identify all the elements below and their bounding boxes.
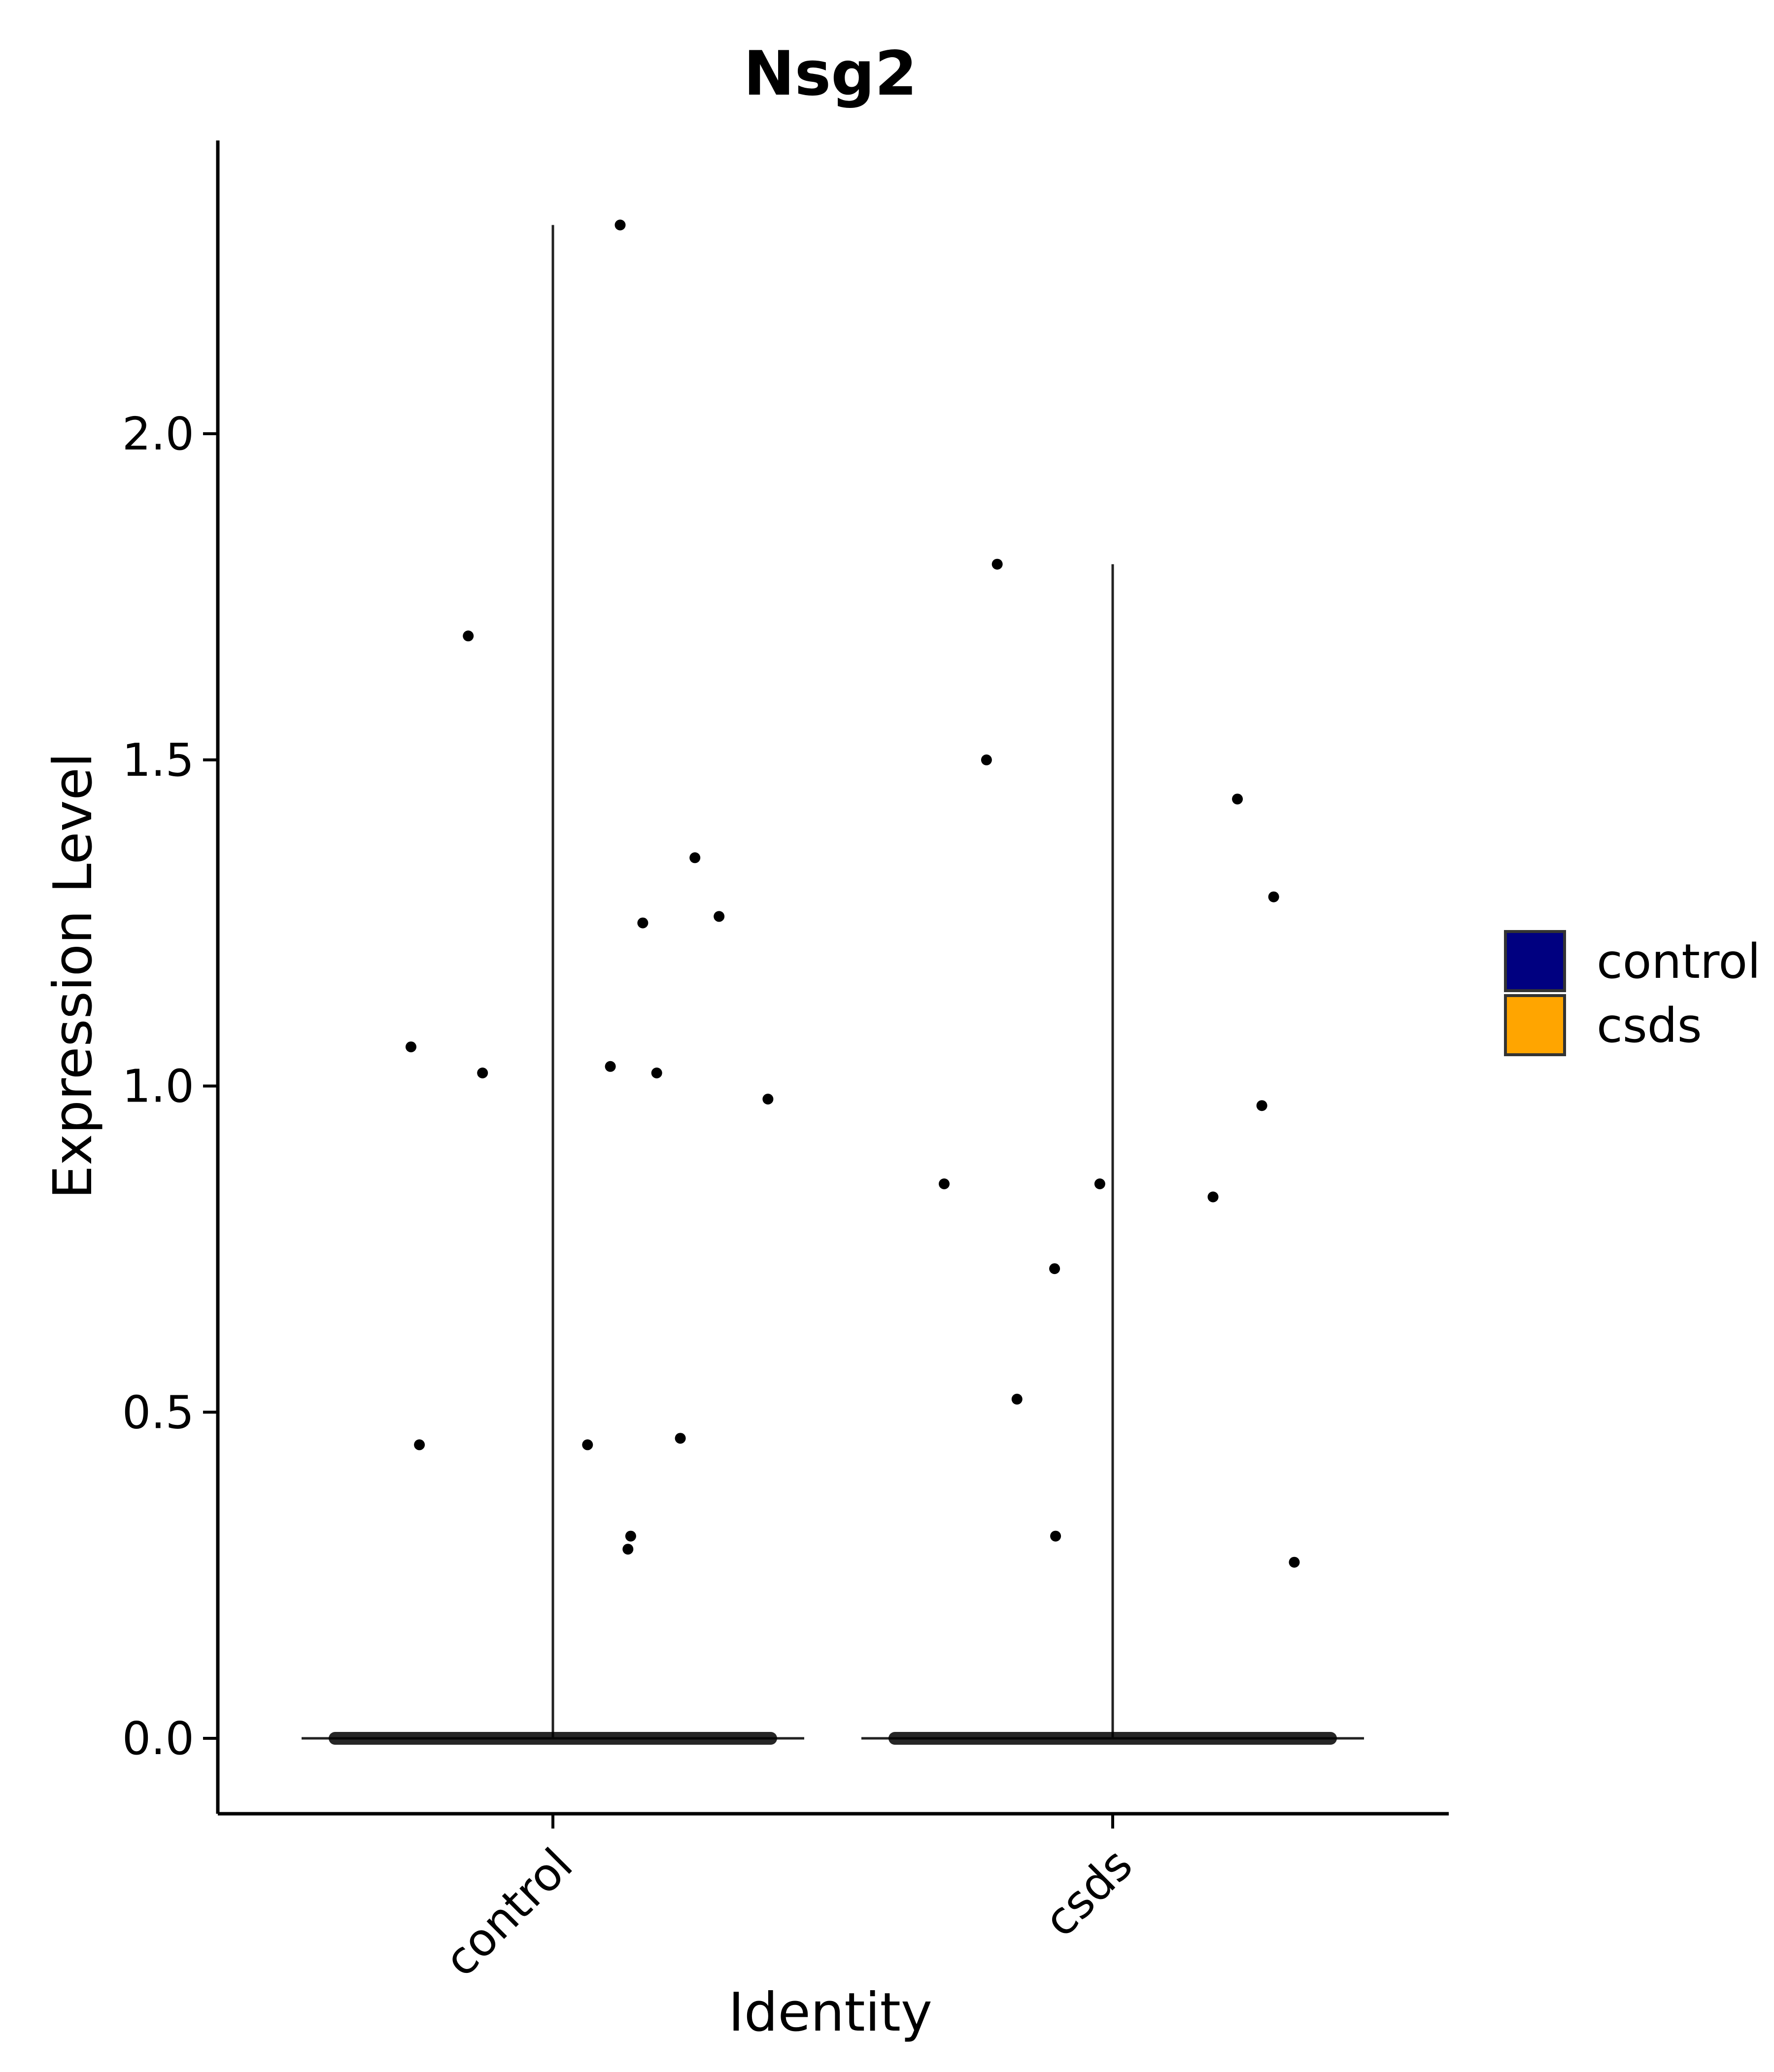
data-point-control [651, 1068, 662, 1078]
data-point-control [406, 1041, 416, 1053]
data-point-control [625, 1530, 636, 1542]
data-point-control [714, 911, 725, 922]
data-point-csds [1050, 1530, 1061, 1542]
data-point-csds [939, 1178, 950, 1189]
zero-points-csds [888, 1732, 1337, 1745]
y-tick-label: 2.0 [122, 408, 194, 460]
data-point-control [477, 1068, 488, 1078]
data-point-csds [1207, 1191, 1219, 1203]
data-point-csds [1011, 1393, 1023, 1405]
x-tick-label-csds: csds [1034, 1838, 1143, 1947]
data-point-control [637, 917, 648, 929]
y-tick-label: 1.0 [122, 1060, 194, 1113]
x-tick-label-control: control [434, 1838, 582, 1987]
data-point-csds [1289, 1556, 1300, 1568]
data-point-control [463, 630, 474, 642]
legend-label-control: control [1597, 934, 1761, 989]
data-point-csds [1268, 891, 1279, 902]
axes: 0.0 0.5 1.0 1.5 2.0 control csds [122, 140, 1449, 1987]
data-point-csds [981, 754, 992, 765]
data-point-csds [1256, 1100, 1267, 1111]
legend-label-csds: csds [1597, 998, 1702, 1053]
data-point-csds [1094, 1178, 1105, 1189]
y-tick-label: 0.5 [122, 1386, 194, 1439]
data-point-control [762, 1094, 774, 1105]
plot-area [302, 219, 1364, 1745]
y-axis-title: Expression Level [42, 753, 104, 1199]
data-point-control [689, 852, 701, 863]
y-tick-label: 1.5 [122, 734, 194, 787]
data-point-csds [991, 558, 1003, 570]
data-point-control [622, 1544, 634, 1555]
legend-swatch-control [1504, 930, 1566, 992]
data-point-csds [1049, 1263, 1060, 1275]
y-tick-label: 0.0 [122, 1712, 194, 1765]
zero-points-control [329, 1732, 777, 1745]
data-point-control [605, 1061, 616, 1072]
data-point-control [614, 219, 626, 231]
chart-title: Nsg2 [744, 38, 918, 109]
data-point-control [414, 1439, 425, 1450]
x-axis-title: Identity [728, 1982, 932, 2043]
data-point-control [582, 1439, 593, 1450]
data-point-csds [1232, 794, 1243, 805]
legend: control csds [1504, 930, 1761, 1056]
data-point-control [675, 1433, 686, 1444]
legend-swatch-csds [1504, 994, 1566, 1056]
